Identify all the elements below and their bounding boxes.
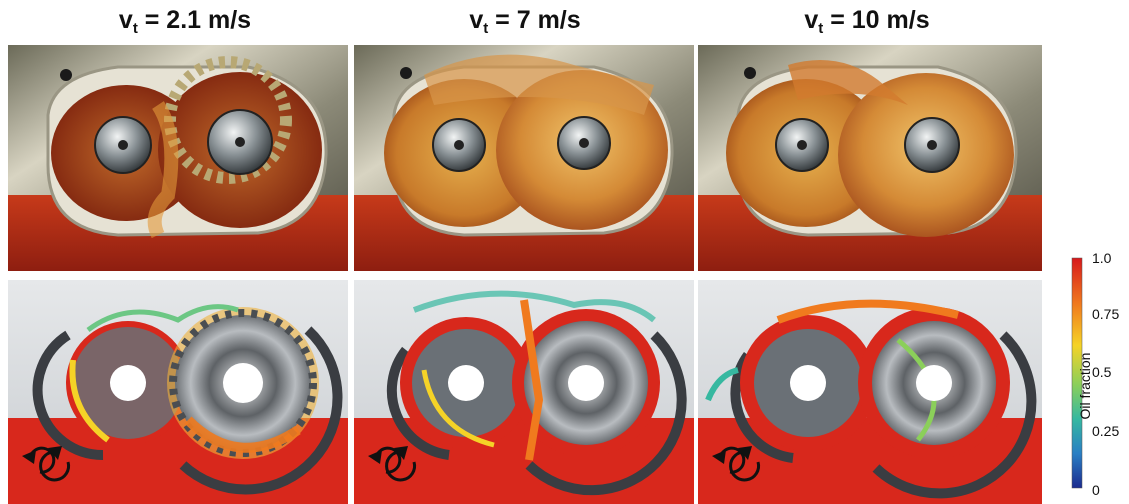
panel-title-2: vt = 7 m/s [469,6,581,37]
colorbar [1071,257,1083,489]
photo-panel-3 [698,45,1042,271]
panel-title-3: vt = 10 m/s [804,6,930,37]
photo-panel-2 [354,45,694,271]
shaft-icon [775,118,829,172]
rotation-arrows-icon [368,446,417,482]
colorbar-tick-0: 0 [1092,482,1100,498]
colorbar-tick-1: 1.0 [1092,250,1112,266]
shaft-icon [207,109,273,175]
photo-panel-1 [8,45,348,271]
simulation-panel-3 [698,280,1042,504]
colorbar-tick-05: 0.5 [1092,364,1112,380]
shaft-icon [432,118,486,172]
shaft-icon [557,116,611,170]
panel-title-1: vt = 2.1 m/s [118,6,252,37]
simulation-panel-1 [8,280,348,504]
shaft-icon [904,117,960,173]
colorbar-tick-075: 0.75 [1092,306,1120,322]
simulation-panel-2 [354,280,694,504]
colorbar-label: Oil fraction [1077,352,1093,420]
rotation-arrows-icon [712,446,761,482]
shaft-icon [94,116,152,174]
colorbar-tick-025: 0.25 [1092,423,1120,439]
rotation-arrows-icon [22,446,71,482]
